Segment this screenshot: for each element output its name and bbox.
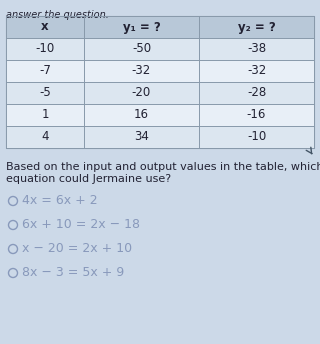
Text: equation could Jermaine use?: equation could Jermaine use? [6, 174, 171, 184]
Text: 16: 16 [134, 108, 149, 121]
Text: -32: -32 [132, 65, 151, 77]
Text: 6x + 10 = 2x − 18: 6x + 10 = 2x − 18 [22, 218, 140, 232]
Text: y₂ = ?: y₂ = ? [238, 21, 276, 33]
Bar [6, 104, 314, 126]
Text: -10: -10 [247, 130, 266, 143]
Text: -5: -5 [39, 86, 51, 99]
Text: 34: 34 [134, 130, 149, 143]
Text: -16: -16 [247, 108, 266, 121]
Text: -32: -32 [247, 65, 266, 77]
Text: -10: -10 [36, 43, 55, 55]
Text: -28: -28 [247, 86, 266, 99]
Text: 1: 1 [41, 108, 49, 121]
Text: y₁ = ?: y₁ = ? [123, 21, 160, 33]
Text: answer the question.: answer the question. [6, 10, 109, 20]
Text: -50: -50 [132, 43, 151, 55]
Text: -38: -38 [247, 43, 266, 55]
Text: 8x − 3 = 5x + 9: 8x − 3 = 5x + 9 [22, 267, 125, 279]
Text: x − 20 = 2x + 10: x − 20 = 2x + 10 [22, 243, 132, 256]
Bar [6, 60, 314, 82]
Bar [6, 126, 314, 148]
Text: 4x = 6x + 2: 4x = 6x + 2 [22, 194, 98, 207]
Text: -20: -20 [132, 86, 151, 99]
Bar [6, 16, 314, 148]
Bar [6, 82, 314, 104]
Text: 4: 4 [41, 130, 49, 143]
Text: -7: -7 [39, 65, 51, 77]
Bar [6, 16, 314, 38]
Bar [6, 38, 314, 60]
Text: Based on the input and output values in the table, which linear: Based on the input and output values in … [6, 162, 320, 172]
Text: x: x [41, 21, 49, 33]
